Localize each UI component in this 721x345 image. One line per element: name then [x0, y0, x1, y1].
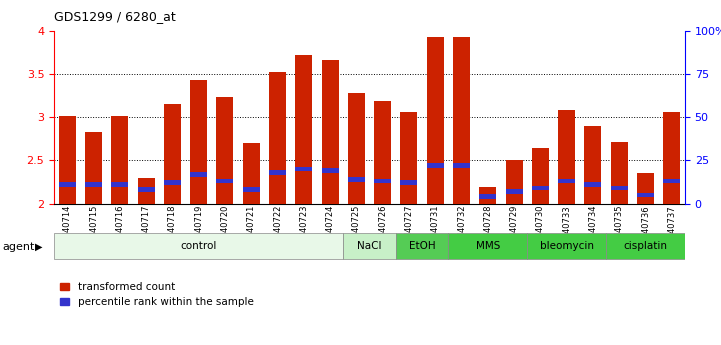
- Bar: [611, 186, 628, 190]
- Text: cisplatin: cisplatin: [624, 241, 668, 251]
- Bar: [374, 179, 392, 184]
- Bar: [216, 179, 234, 184]
- Text: agent: agent: [2, 242, 35, 252]
- FancyBboxPatch shape: [527, 233, 606, 259]
- FancyBboxPatch shape: [343, 233, 396, 259]
- Bar: [532, 186, 549, 190]
- Text: control: control: [180, 241, 217, 251]
- Bar: [585, 126, 601, 204]
- Bar: [453, 163, 470, 168]
- Bar: [164, 104, 181, 204]
- Bar: [296, 167, 312, 171]
- Text: bleomycin: bleomycin: [539, 241, 593, 251]
- Bar: [374, 101, 392, 204]
- Bar: [505, 189, 523, 194]
- Bar: [164, 180, 181, 185]
- Bar: [348, 177, 365, 182]
- Text: GDS1299 / 6280_at: GDS1299 / 6280_at: [54, 10, 176, 23]
- Bar: [479, 187, 496, 204]
- Bar: [453, 37, 470, 204]
- Bar: [585, 182, 601, 187]
- Bar: [505, 160, 523, 204]
- Text: EtOH: EtOH: [409, 241, 435, 251]
- Bar: [637, 193, 654, 197]
- Bar: [296, 55, 312, 204]
- Bar: [190, 80, 207, 204]
- Bar: [663, 179, 681, 184]
- Bar: [400, 112, 417, 204]
- Bar: [85, 182, 102, 187]
- Text: ▶: ▶: [35, 242, 42, 252]
- FancyBboxPatch shape: [396, 233, 448, 259]
- Bar: [558, 179, 575, 184]
- Bar: [243, 187, 260, 192]
- Bar: [322, 168, 339, 173]
- Bar: [611, 142, 628, 204]
- Bar: [269, 72, 286, 204]
- Bar: [216, 98, 234, 204]
- Bar: [58, 182, 76, 187]
- Bar: [111, 182, 128, 187]
- Bar: [269, 170, 286, 175]
- Text: MMS: MMS: [476, 241, 500, 251]
- Bar: [532, 148, 549, 204]
- Bar: [322, 60, 339, 204]
- Bar: [190, 172, 207, 177]
- Bar: [243, 143, 260, 204]
- FancyBboxPatch shape: [448, 233, 527, 259]
- Bar: [558, 110, 575, 204]
- Bar: [348, 93, 365, 204]
- Bar: [479, 194, 496, 199]
- Bar: [427, 37, 443, 204]
- Text: NaCl: NaCl: [358, 241, 381, 251]
- FancyBboxPatch shape: [606, 233, 685, 259]
- FancyBboxPatch shape: [54, 233, 343, 259]
- Bar: [427, 163, 443, 168]
- Bar: [138, 187, 154, 192]
- Bar: [138, 178, 154, 204]
- Legend: transformed count, percentile rank within the sample: transformed count, percentile rank withi…: [56, 278, 257, 311]
- Bar: [637, 173, 654, 204]
- Bar: [111, 117, 128, 204]
- Bar: [400, 180, 417, 185]
- Bar: [85, 132, 102, 204]
- Bar: [663, 112, 681, 204]
- Bar: [58, 117, 76, 204]
